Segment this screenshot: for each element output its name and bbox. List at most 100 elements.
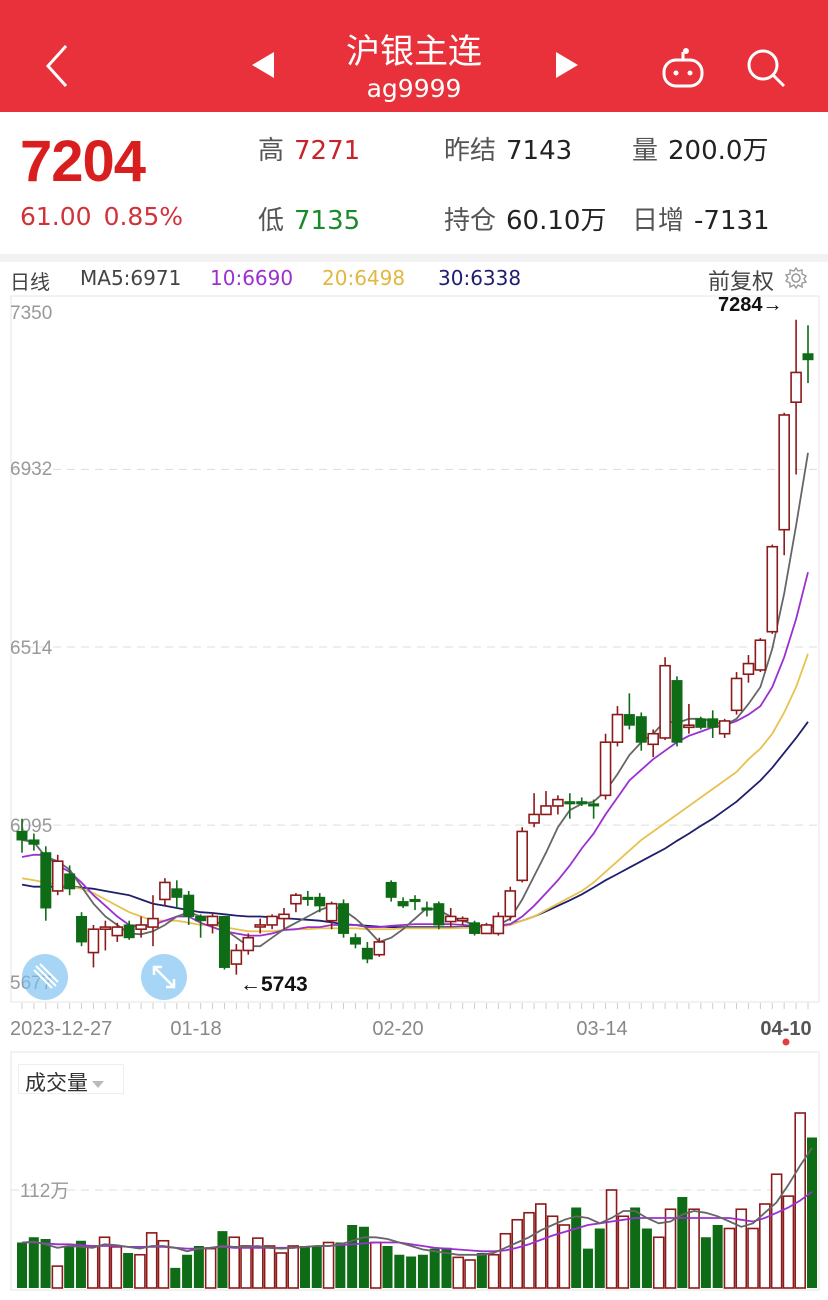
candle-down — [183, 894, 195, 917]
candle-up — [540, 805, 552, 816]
volume-bar-down — [700, 1237, 711, 1288]
ma20-legend: 20:6498 — [322, 266, 406, 290]
gear-icon[interactable] — [784, 266, 808, 290]
volume-bar-down — [193, 1246, 204, 1288]
triangle-left-icon[interactable] — [252, 52, 274, 78]
high-field: 高 7271 — [258, 136, 361, 166]
change-percent: 0.85% — [103, 202, 183, 231]
candle-down — [576, 801, 588, 805]
volume-bar-up — [263, 1245, 276, 1289]
volume-bar-down — [123, 1253, 134, 1288]
candle-down — [397, 901, 409, 907]
volume-bar-down — [394, 1254, 405, 1288]
low-field: 低 7135 — [258, 206, 361, 236]
volume-field: 量 200.0万 — [632, 136, 769, 166]
volume-bar-down — [417, 1254, 428, 1288]
volume-bar-up — [723, 1227, 736, 1289]
volume-bar-up — [110, 1246, 123, 1289]
robot-assistant-icon[interactable] — [660, 46, 706, 92]
volume-indicator-selector[interactable]: 成交量 — [18, 1064, 124, 1095]
candle-up — [742, 662, 755, 676]
volume-bar-up — [688, 1208, 700, 1289]
volume-bar-down — [677, 1197, 688, 1288]
volume-bar-down — [406, 1256, 417, 1288]
last-price: 7204 — [20, 129, 146, 194]
volume-bar-up — [369, 1241, 382, 1289]
ma20-line — [21, 653, 809, 933]
candle-down — [171, 888, 183, 898]
volume-bar-down — [311, 1246, 322, 1288]
volume-bar-up — [240, 1245, 252, 1289]
candle-up — [766, 545, 779, 633]
x-axis-tick: 2023-12-27 — [10, 1018, 112, 1040]
volume-bar-up — [134, 1253, 146, 1289]
volume-bar-up — [782, 1195, 795, 1289]
candle-down — [218, 915, 230, 968]
candle-down — [16, 830, 28, 841]
volume-bar-up — [499, 1232, 512, 1289]
volume-bar-up — [51, 1265, 64, 1289]
ma10-line — [21, 571, 809, 937]
expand-arrows-icon[interactable] — [141, 954, 187, 1000]
volume-bar-up — [523, 1211, 535, 1289]
volume-bar-down — [347, 1225, 358, 1288]
candle-down — [123, 924, 135, 939]
volume-bar-up — [86, 1245, 99, 1289]
candle-up — [683, 724, 695, 729]
candle-up — [99, 926, 112, 931]
candle-up — [111, 926, 124, 937]
triangle-right-icon[interactable] — [556, 52, 578, 78]
candle-up — [611, 713, 624, 744]
candle-down — [302, 896, 314, 900]
candle-down — [385, 881, 397, 898]
volume-bar-down — [217, 1231, 228, 1288]
candle-down — [421, 907, 433, 911]
period-label[interactable]: 日线 — [10, 270, 50, 294]
volume-bar-up — [535, 1203, 547, 1289]
candle-up — [159, 881, 171, 901]
volume-bar-down — [807, 1137, 817, 1288]
volume-bar-up — [145, 1232, 158, 1289]
swipe-lines-icon[interactable] — [22, 954, 68, 1000]
volume-bar-down — [358, 1226, 369, 1288]
volume-bar-up — [664, 1208, 677, 1289]
candle-up — [492, 915, 505, 935]
volume-bar-up — [605, 1189, 618, 1289]
volume-bar-down — [630, 1207, 641, 1288]
chevron-left-icon[interactable] — [40, 40, 76, 92]
max-price-annotation: 7284→ — [718, 294, 783, 316]
candle-down — [409, 898, 421, 903]
y-axis-tick: 6514 — [10, 638, 53, 659]
change-value: 61.00 — [20, 202, 92, 231]
volume-bar-up — [157, 1239, 170, 1289]
volume-bar-down — [476, 1253, 487, 1288]
x-axis-tick: 01-18 — [170, 1018, 221, 1040]
contract-code: ag9999 — [366, 74, 462, 103]
volume-bar-down — [582, 1248, 593, 1288]
candle-up — [325, 902, 338, 922]
quote-panel: 7204 61.00 0.85% 高 7271 低 7135 昨结 7143 持仓 60.… — [0, 112, 828, 254]
volume-bar-up — [487, 1253, 500, 1289]
volume-bar-up — [558, 1224, 571, 1289]
volume-bar-down — [712, 1225, 723, 1288]
ma10-legend: 10:6690 — [210, 266, 294, 290]
volume-bar-up — [617, 1215, 630, 1289]
open-interest-field: 持仓 60.10万 — [444, 206, 607, 236]
adjust-label[interactable]: 前复权 — [708, 270, 775, 295]
candle-down — [338, 903, 350, 934]
volume-bar-up — [98, 1236, 111, 1289]
candle-down — [635, 716, 647, 743]
candle-down — [695, 718, 707, 728]
search-icon[interactable] — [744, 46, 788, 90]
volume-bar-up — [464, 1259, 476, 1289]
candle-up — [230, 949, 243, 965]
volume-bar-up — [228, 1236, 241, 1289]
price-change: 61.00 0.85% — [20, 202, 195, 231]
candle-up — [266, 915, 278, 926]
top-navigation-bar: 沪银主连 ag9999 — [0, 0, 828, 112]
ma5-line — [21, 452, 809, 948]
x-axis-tick: 02-20 — [372, 1018, 423, 1040]
prev-settle-field: 昨结 7143 — [444, 136, 573, 166]
volume-bar-up — [759, 1203, 771, 1289]
